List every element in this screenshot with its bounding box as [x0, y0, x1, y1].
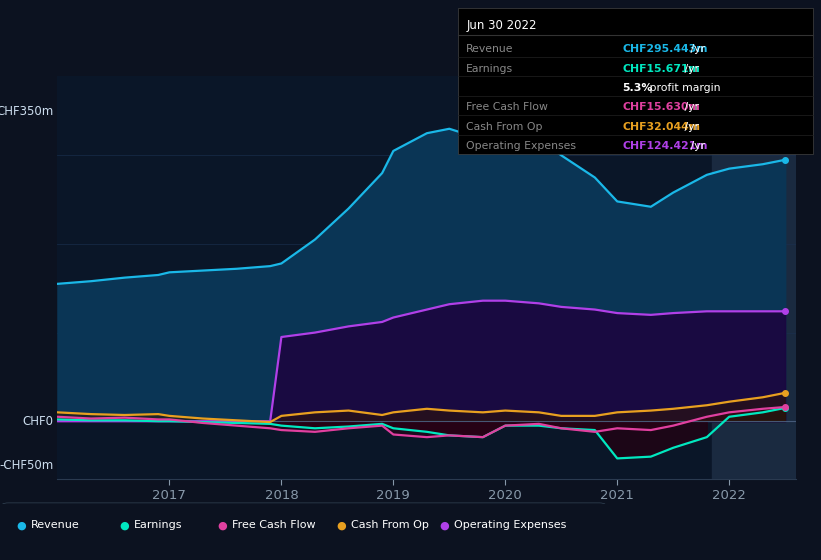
Text: CHF124.421m: CHF124.421m [622, 141, 708, 151]
Text: Cash From Op: Cash From Op [466, 122, 543, 132]
Text: Free Cash Flow: Free Cash Flow [466, 102, 548, 113]
Text: /yr: /yr [687, 141, 705, 151]
Text: 5.3%: 5.3% [622, 83, 653, 93]
Text: /yr: /yr [681, 64, 699, 73]
Text: Revenue: Revenue [466, 44, 514, 54]
Text: Cash From Op: Cash From Op [351, 520, 429, 530]
Bar [713, 76, 796, 479]
Text: /yr: /yr [681, 122, 699, 132]
Text: Revenue: Revenue [31, 520, 80, 530]
Text: ●: ● [337, 520, 346, 530]
Text: CHF295.443m: CHF295.443m [622, 44, 708, 54]
Text: ●: ● [218, 520, 227, 530]
Text: CHF32.044m: CHF32.044m [622, 122, 700, 132]
Text: CHF15.630m: CHF15.630m [622, 102, 700, 113]
Text: /yr: /yr [687, 44, 705, 54]
Text: ●: ● [16, 520, 26, 530]
Text: Operating Expenses: Operating Expenses [454, 520, 566, 530]
Text: CHF350m: CHF350m [0, 105, 54, 118]
Text: Earnings: Earnings [134, 520, 182, 530]
Text: ●: ● [439, 520, 449, 530]
Text: Free Cash Flow: Free Cash Flow [232, 520, 316, 530]
Text: profit margin: profit margin [646, 83, 721, 93]
Text: Operating Expenses: Operating Expenses [466, 141, 576, 151]
Text: -CHF50m: -CHF50m [0, 459, 54, 472]
Text: CHF0: CHF0 [23, 415, 54, 428]
Text: CHF15.671m: CHF15.671m [622, 64, 700, 73]
Text: Earnings: Earnings [466, 64, 513, 73]
Text: ●: ● [119, 520, 129, 530]
Text: Jun 30 2022: Jun 30 2022 [466, 18, 537, 32]
Text: /yr: /yr [681, 102, 699, 113]
